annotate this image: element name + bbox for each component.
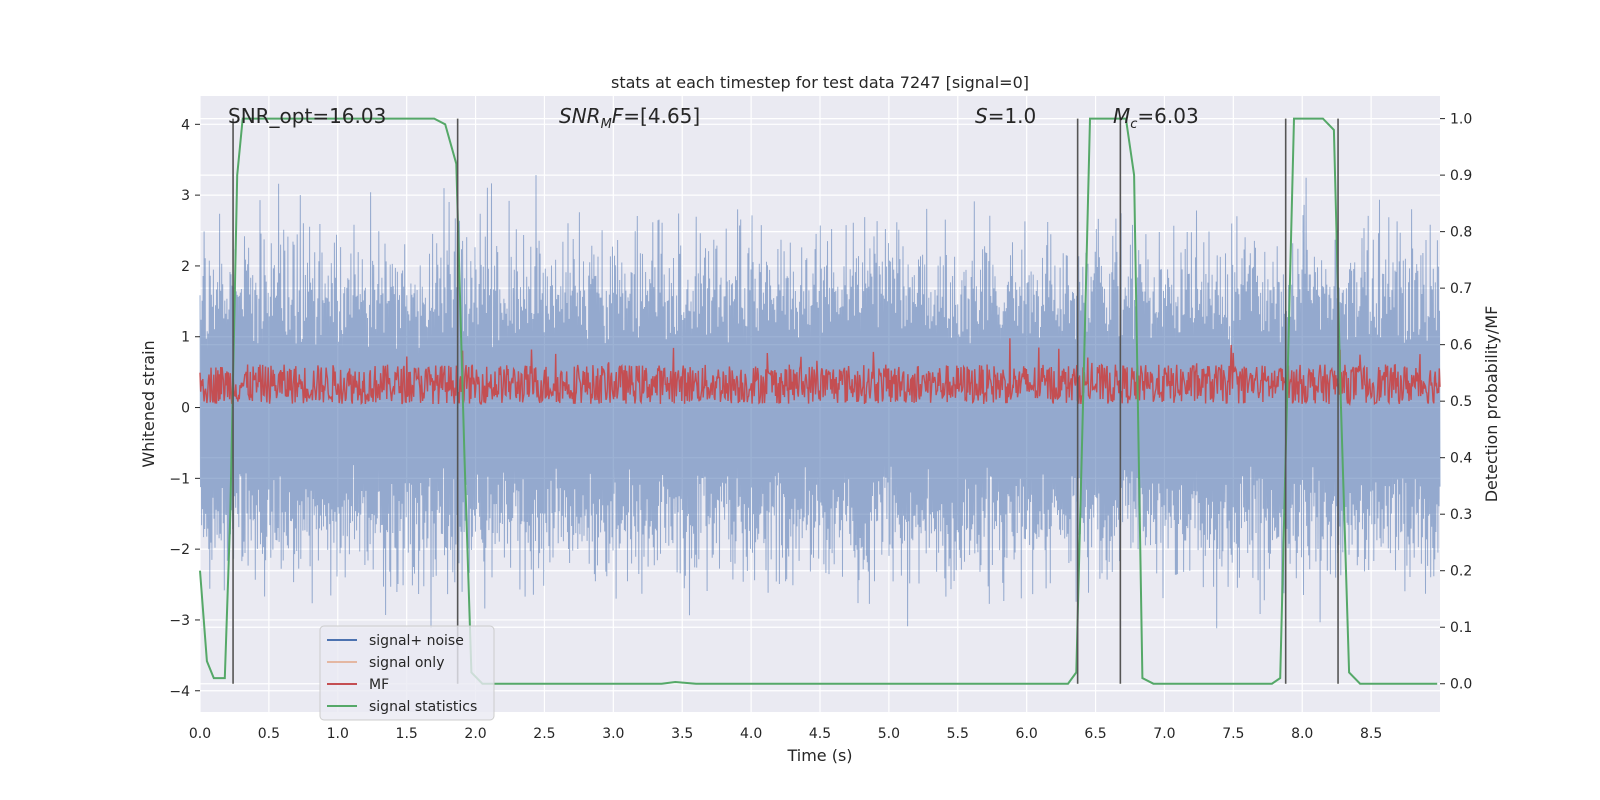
- snr-mf-prefix: SNR: [559, 104, 601, 128]
- y-tick-label-left: 3: [181, 188, 190, 204]
- y-tick-label-right: 0.9: [1450, 168, 1472, 184]
- legend-label-mf: MF: [369, 677, 389, 693]
- y-tick-label-left: −2: [169, 542, 190, 558]
- x-tick-label: 4.0: [740, 726, 762, 742]
- series-signal-noise: [199, 174, 1441, 629]
- legend-label-signal-noise: signal+ noise: [369, 633, 464, 649]
- series-layer: [199, 117, 1441, 685]
- legend: signal+ noise signal only MF signal stat…: [319, 625, 495, 721]
- y-axis-label-left: Whitened strain: [139, 340, 158, 467]
- annotation-snr-mf: SNRMF=[4.65]: [559, 104, 700, 132]
- y-tick-label-right: 0.6: [1450, 338, 1472, 354]
- x-tick-label: 1.5: [396, 726, 418, 742]
- legend-label-signal-statistics: signal statistics: [369, 699, 477, 715]
- y-tick-label-left: 0: [181, 401, 190, 417]
- y-axis-label-right: Detection probability/MF: [1482, 306, 1501, 503]
- y-tick-label-right: 0.4: [1450, 451, 1472, 467]
- x-tick-label: 7.5: [1222, 726, 1244, 742]
- y-tick-label-left: 4: [181, 117, 190, 133]
- annotation-mc: Mc=6.03: [1113, 104, 1199, 132]
- mc-subscript: c: [1130, 117, 1137, 132]
- y-tick-label-left: 1: [181, 330, 190, 346]
- x-tick-label: 8.0: [1291, 726, 1313, 742]
- x-tick-label: 2.0: [464, 726, 486, 742]
- x-tick-label: 1.0: [327, 726, 349, 742]
- y-tick-label-left: −1: [169, 471, 190, 487]
- snr-mf-subscript: M: [601, 117, 612, 132]
- x-tick-label: 6.0: [1016, 726, 1038, 742]
- s-variable: S: [975, 104, 988, 128]
- x-tick-label: 2.5: [533, 726, 555, 742]
- x-axis-label: Time (s): [786, 746, 852, 765]
- mc-value: =6.03: [1137, 104, 1198, 128]
- y-tick-label-right: 0.0: [1450, 677, 1472, 693]
- tick-labels: 0.0 0.5 1.0 1.5 2.0 2.5 3.0 3.5 4.0 4.5 5.0 5.5 6.0 6…: [169, 112, 1472, 742]
- y-tick-label-right: 1.0: [1450, 112, 1472, 128]
- y-tick-label-left: −4: [169, 684, 190, 700]
- series-signal-statistics: [199, 117, 1438, 685]
- x-tick-label: 7.0: [1153, 726, 1175, 742]
- legend-box: [319, 625, 495, 721]
- x-tick-label: 8.5: [1360, 726, 1382, 742]
- y-tick-label-right: 0.8: [1450, 225, 1472, 241]
- y-tick-label-left: 2: [181, 259, 190, 275]
- y-tick-label-left: −3: [169, 613, 190, 629]
- annotation-snr-opt: SNR_opt=16.03: [228, 104, 386, 128]
- x-tick-label: 4.5: [809, 726, 831, 742]
- snr-mf-value: =[4.65]: [623, 104, 700, 128]
- chart-title: stats at each timestep for test data 724…: [611, 73, 1029, 92]
- x-tick-label: 3.0: [602, 726, 624, 742]
- x-tick-label: 6.5: [1084, 726, 1106, 742]
- legend-label-signal-only: signal only: [369, 655, 444, 671]
- x-tick-label: 5.0: [878, 726, 900, 742]
- x-tick-label: 0.0: [189, 726, 211, 742]
- y-tick-label-right: 0.5: [1450, 394, 1472, 410]
- mc-variable: M: [1113, 104, 1130, 128]
- x-tick-label: 5.5: [947, 726, 969, 742]
- annotation-s: S=1.0: [975, 104, 1036, 128]
- series-mf: [199, 338, 1441, 406]
- x-tick-label: 3.5: [671, 726, 693, 742]
- y-tick-label-right: 0.2: [1450, 564, 1472, 580]
- x-tick-label: 0.5: [258, 726, 280, 742]
- s-value: =1.0: [988, 104, 1037, 128]
- vertical-markers: [232, 118, 1339, 684]
- snr-mf-suffix: F: [612, 104, 624, 128]
- y-tick-label-right: 0.7: [1450, 281, 1472, 297]
- y-tick-label-right: 0.1: [1450, 620, 1472, 636]
- y-tick-label-right: 0.3: [1450, 507, 1472, 523]
